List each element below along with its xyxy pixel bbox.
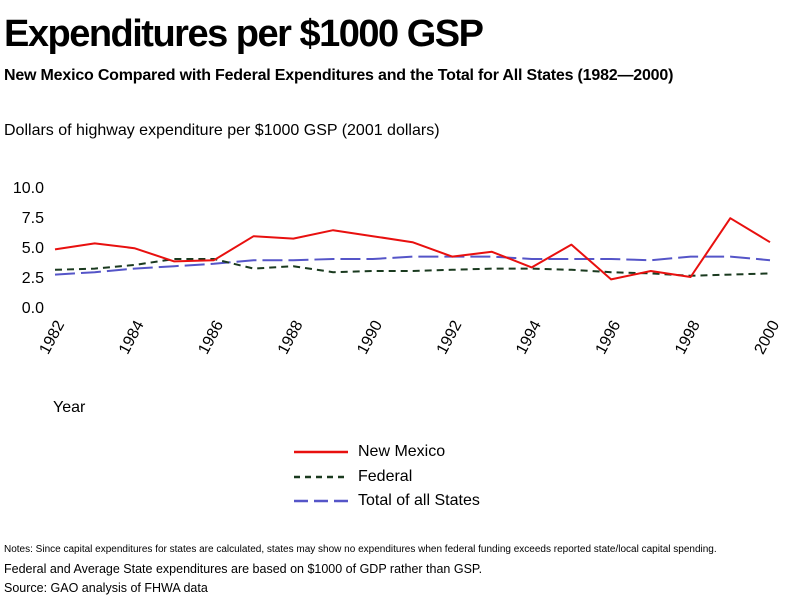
series-lines — [54, 217, 771, 281]
notes-basis-text: Federal and Average State expenditures a… — [4, 562, 483, 576]
legend-label-total-of-all-states: Total of all States — [358, 492, 480, 509]
legend-swatch-federal — [294, 475, 348, 478]
x-tick-label: 1984 — [116, 318, 148, 358]
x-tick-label: 1986 — [195, 318, 227, 358]
x-tick-label: 1994 — [513, 318, 545, 358]
y-axis-label: Dollars of highway expenditure per $1000… — [4, 122, 440, 139]
series-line-new-mexico — [54, 217, 771, 281]
x-tick-label: 1992 — [434, 318, 466, 358]
source-text: Source: GAO analysis of FHWA data — [4, 581, 208, 595]
x-tick-label: 1982 — [37, 318, 69, 358]
x-tick-label: 1998 — [672, 318, 704, 358]
notes-text: Notes: Since capital expenditures for st… — [4, 544, 717, 555]
y-axis-ticks: 10.0 7.5 5.0 2.5 0.0 — [13, 180, 44, 317]
chart-title: Expenditures per $1000 GSP — [4, 13, 484, 55]
y-tick-label: 7.5 — [22, 210, 44, 227]
legend-item-federal: Federal — [294, 467, 554, 492]
x-tick-label: 2000 — [752, 318, 784, 358]
series-line-total-of-all-states — [54, 255, 771, 276]
legend: New Mexico Federal Total of all States — [294, 442, 554, 516]
x-axis-ticks: 1982 1984 1986 1988 1990 1992 1994 1996 1998 2000 — [37, 318, 784, 358]
y-tick-label: 10.0 — [13, 180, 44, 197]
y-tick-label: 2.5 — [22, 270, 44, 287]
legend-item-new-mexico: New Mexico — [294, 442, 554, 467]
legend-label-federal: Federal — [358, 467, 413, 485]
y-tick-label: 0.0 — [22, 300, 44, 317]
legend-label-new-mexico: New Mexico — [358, 443, 446, 460]
chart-subtitle: New Mexico Compared with Federal Expendi… — [4, 67, 674, 84]
x-tick-label: 1988 — [275, 318, 307, 358]
legend-swatch-new-mexico — [294, 450, 348, 454]
line-chart: 10.0 7.5 5.0 2.5 0.0 1982 1984 1986 1988 1990 199… — [13, 180, 784, 358]
x-axis-label: Year — [53, 399, 86, 416]
legend-item-total-of-all-states: Total of all States — [294, 491, 554, 516]
x-tick-label: 1996 — [593, 318, 625, 358]
y-tick-label: 5.0 — [22, 240, 44, 257]
x-tick-label: 1990 — [354, 318, 386, 358]
legend-swatch-total-of-all-states — [294, 499, 348, 503]
